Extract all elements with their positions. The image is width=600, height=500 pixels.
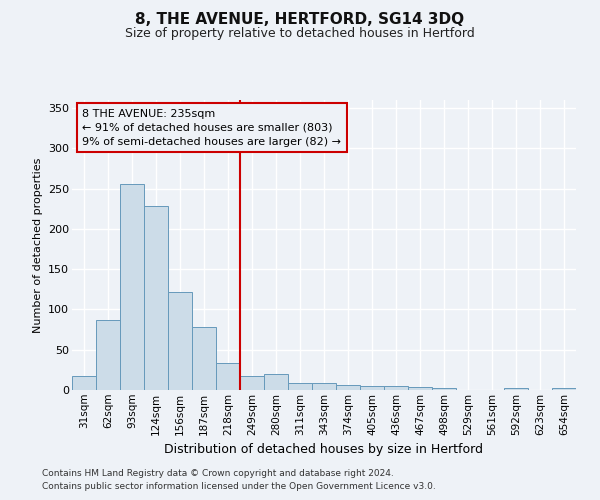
Bar (120, 184, 144, 390)
Bar (384, 386, 408, 390)
Bar (264, 374, 288, 390)
Bar (144, 206, 168, 390)
Bar (408, 387, 432, 390)
Bar (504, 388, 528, 390)
Bar (288, 383, 312, 390)
Bar (432, 388, 456, 390)
Bar (192, 327, 216, 390)
Text: 8 THE AVENUE: 235sqm
← 91% of detached houses are smaller (803)
9% of semi-detac: 8 THE AVENUE: 235sqm ← 91% of detached h… (82, 108, 341, 146)
X-axis label: Distribution of detached houses by size in Hertford: Distribution of detached houses by size … (164, 443, 484, 456)
Bar (240, 376, 264, 390)
Bar (216, 364, 240, 390)
Text: Size of property relative to detached houses in Hertford: Size of property relative to detached ho… (125, 28, 475, 40)
Bar (168, 292, 192, 390)
Text: Contains public sector information licensed under the Open Government Licence v3: Contains public sector information licen… (42, 482, 436, 491)
Bar (96, 320, 120, 390)
Text: 8, THE AVENUE, HERTFORD, SG14 3DQ: 8, THE AVENUE, HERTFORD, SG14 3DQ (136, 12, 464, 28)
Bar (552, 388, 576, 390)
Bar (312, 383, 336, 390)
Y-axis label: Number of detached properties: Number of detached properties (32, 158, 43, 332)
Bar (336, 385, 360, 390)
Bar (72, 376, 96, 390)
Text: Contains HM Land Registry data © Crown copyright and database right 2024.: Contains HM Land Registry data © Crown c… (42, 468, 394, 477)
Bar (360, 386, 384, 390)
